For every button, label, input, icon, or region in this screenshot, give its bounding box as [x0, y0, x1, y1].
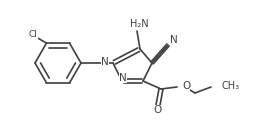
Text: CH₃: CH₃ — [221, 81, 239, 91]
Text: O: O — [182, 81, 190, 91]
Text: H₂N: H₂N — [130, 19, 148, 29]
Text: N: N — [170, 35, 178, 45]
Text: N: N — [119, 73, 127, 83]
Text: N: N — [101, 57, 109, 67]
Text: Cl: Cl — [29, 30, 38, 39]
Text: O: O — [154, 105, 162, 115]
